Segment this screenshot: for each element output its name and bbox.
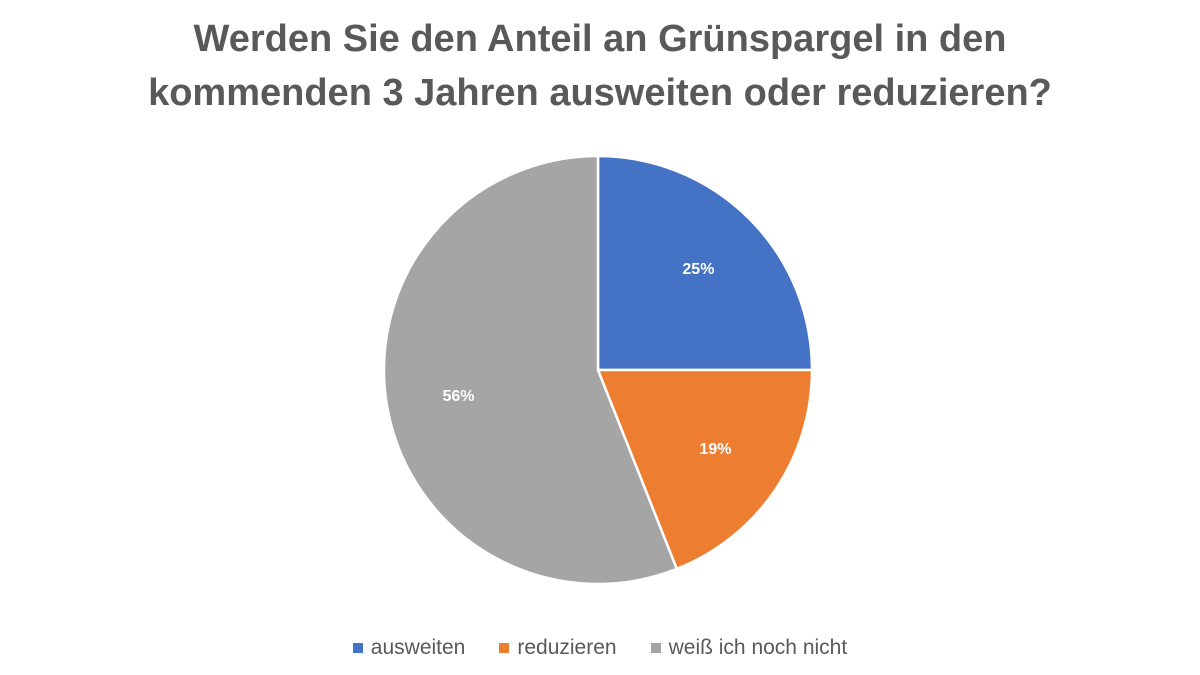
pie-slice-weiss-ich-noch-nicht <box>382 154 679 586</box>
chart-title-line-2: kommenden 3 Jahren ausweiten oder reduzi… <box>148 72 1052 114</box>
legend-label-reduzieren: reduzieren <box>517 636 617 659</box>
chart-title-line-1: Werden Sie den Anteil an Grünspargel in … <box>193 18 1007 60</box>
pie-label-weiss-ich-noch-nicht: 56% <box>442 388 474 405</box>
pie-slices <box>382 154 814 586</box>
legend-label-weiss-ich-noch-nicht: weiß ich noch nicht <box>668 636 848 659</box>
pie-slice-reduzieren <box>596 368 814 571</box>
chart-legend: ausweiten reduzieren weiß ich noch nicht <box>0 636 1200 660</box>
legend-label-ausweiten: ausweiten <box>370 636 466 659</box>
legend-item-ausweiten: ausweiten <box>352 636 466 660</box>
chart-title: Werden Sie den Anteil an Grünspargel in … <box>0 12 1200 120</box>
legend-item-reduzieren: reduzieren <box>499 636 617 660</box>
legend-swatch-weiss-ich-noch-nicht <box>650 643 661 653</box>
legend-swatch-reduzieren <box>499 643 510 653</box>
pie-label-reduzieren: 19% <box>699 441 731 458</box>
legend-swatch-ausweiten <box>352 643 363 653</box>
legend-item-weiss-ich-noch-nicht: weiß ich noch nicht <box>650 636 848 660</box>
pie-value-labels: 25% 19% 56% <box>442 261 731 458</box>
pie-slice-ausweiten <box>596 154 814 372</box>
pie-label-ausweiten: 25% <box>682 261 714 278</box>
